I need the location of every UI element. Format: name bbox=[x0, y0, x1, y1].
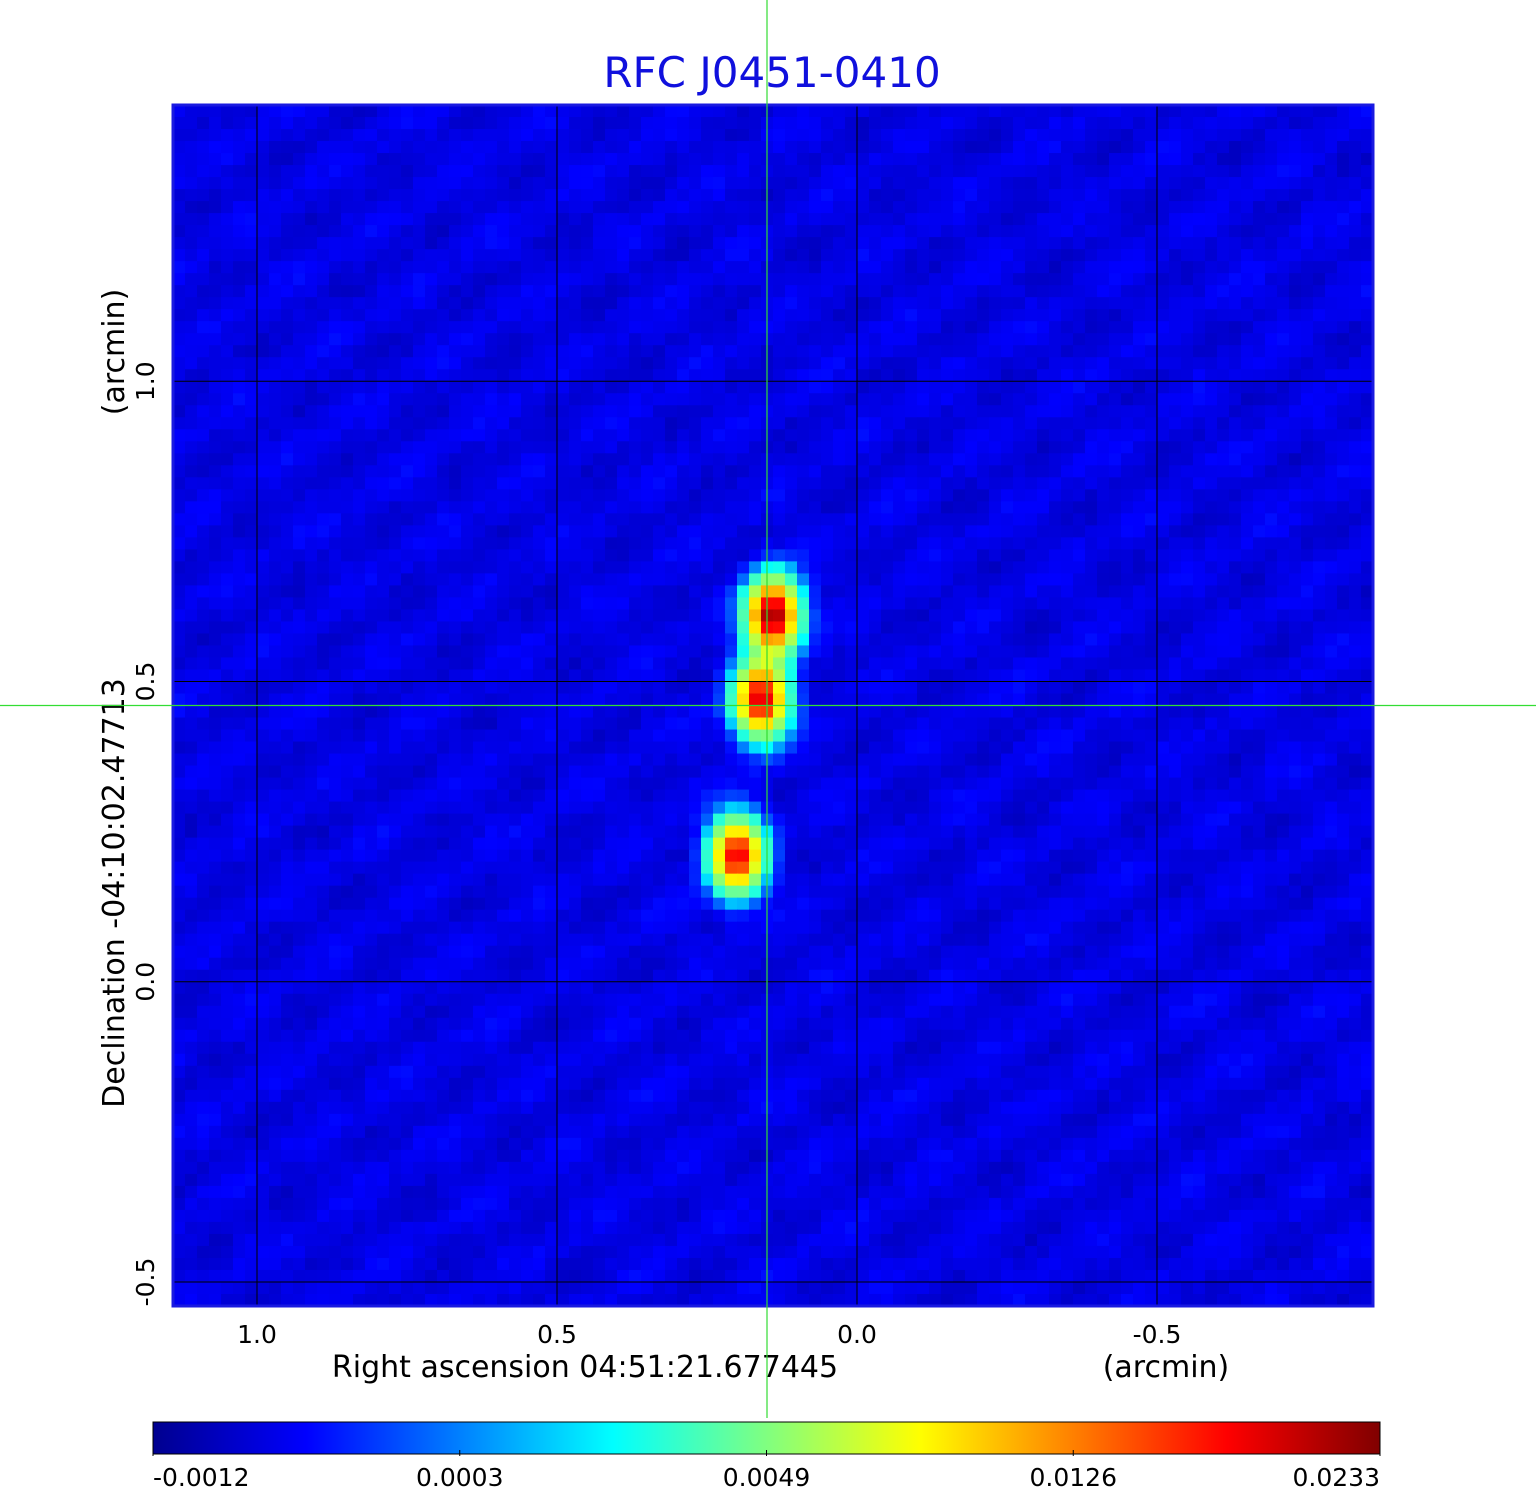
colorbar-tick-labels: -0.0012 0.0003 0.0049 0.0126 0.0233 bbox=[152, 1450, 1381, 1492]
y-axis-unit: (arcmin) bbox=[97, 289, 132, 416]
x-tick-label: 1.0 bbox=[237, 1320, 277, 1349]
y-tick-label: 0.0 bbox=[131, 962, 160, 1002]
y-tick-label: -0.5 bbox=[131, 1258, 160, 1307]
colorbar: -0.0012 0.0003 0.0049 0.0126 0.0233 bbox=[152, 1421, 1381, 1492]
chart-title: RFC J0451-0410 bbox=[603, 48, 940, 97]
y-tick-label: 1.0 bbox=[131, 361, 160, 401]
x-axis-unit: (arcmin) bbox=[1103, 1350, 1230, 1385]
colorbar-tick-label: 0.0233 bbox=[1293, 1463, 1380, 1492]
colorbar-tick-label: 0.0049 bbox=[723, 1463, 810, 1492]
x-tick-labels: 1.0 0.5 0.0 -0.5 bbox=[237, 1320, 1181, 1349]
colorbar-gradient bbox=[152, 1421, 1381, 1455]
colorbar-tick-label: 0.0003 bbox=[416, 1463, 503, 1492]
y-axis-label: Declination -04:10:02.47713 bbox=[97, 678, 132, 1108]
x-tick-label: 0.0 bbox=[837, 1320, 877, 1349]
y-tick-label: 0.5 bbox=[131, 662, 160, 702]
x-axis-label: Right ascension 04:51:21.677445 bbox=[332, 1350, 838, 1385]
colorbar-tick-label: 0.0126 bbox=[1030, 1463, 1117, 1492]
intensity-map bbox=[173, 105, 1374, 1307]
x-tick-label: -0.5 bbox=[1133, 1320, 1182, 1349]
colorbar-tick-label: -0.0012 bbox=[153, 1463, 250, 1492]
y-tick-labels: -0.5 0.0 0.5 1.0 bbox=[131, 361, 160, 1306]
x-tick-label: 0.5 bbox=[537, 1320, 577, 1349]
crosshair bbox=[0, 0, 1536, 1418]
